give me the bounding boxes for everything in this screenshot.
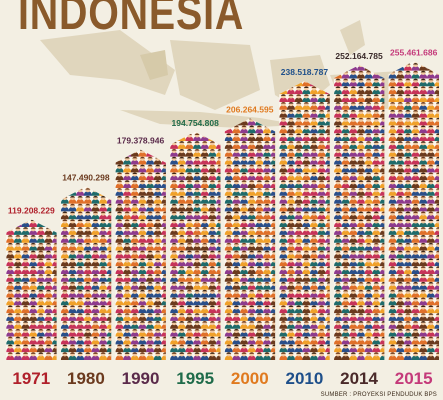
year-label-1980: 1980 xyxy=(67,369,105,388)
value-label-1990: 179.378.946 xyxy=(117,136,165,146)
bar-1990 xyxy=(115,149,166,360)
bar-2010 xyxy=(279,80,330,360)
bar-1971 xyxy=(6,219,57,360)
year-label-2015: 2015 xyxy=(395,369,433,388)
value-label-1980: 147.490.298 xyxy=(62,173,110,183)
value-label-2015: 255.461.686 xyxy=(390,47,438,57)
bar-2000 xyxy=(224,118,276,360)
bar-2015 xyxy=(388,61,439,361)
source-note: SUMBER : PROYEKSI PENDUDUK BPS xyxy=(320,392,437,398)
value-label-2000: 206.264.595 xyxy=(226,104,274,114)
page-title: INDONESIA xyxy=(18,0,245,40)
year-label-1995: 1995 xyxy=(176,369,214,388)
bar-1980 xyxy=(60,186,112,360)
value-label-2014: 252.164.785 xyxy=(335,51,383,61)
value-label-1971: 119.208.229 xyxy=(8,206,55,216)
year-label-1971: 1971 xyxy=(12,369,50,388)
value-label-2010: 238.518.787 xyxy=(281,67,329,77)
value-label-1995: 194.754.808 xyxy=(172,118,220,128)
year-label-2010: 2010 xyxy=(286,369,324,388)
year-label-2014: 2014 xyxy=(340,369,378,388)
bar-1995 xyxy=(169,131,221,360)
year-label-1990: 1990 xyxy=(122,369,160,388)
bar-2014 xyxy=(333,65,385,361)
year-label-2000: 2000 xyxy=(231,369,269,388)
